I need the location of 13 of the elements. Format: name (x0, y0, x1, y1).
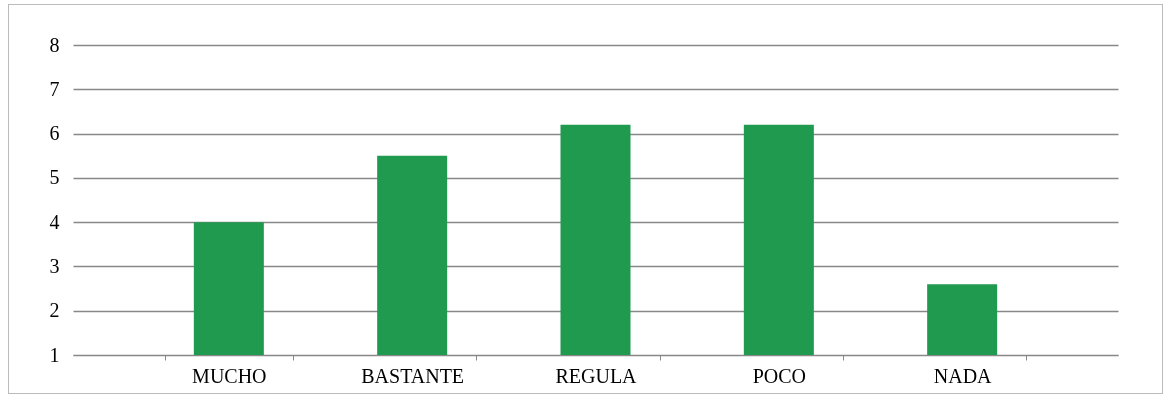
y-tick-label: 6 (49, 122, 60, 145)
x-tick-label: NADA (933, 364, 993, 387)
y-tick-label: 2 (49, 299, 60, 322)
y-tick-label: 3 (49, 254, 60, 277)
x-tick-label: MUCHO (192, 364, 267, 387)
x-tick-label: REGULA (555, 364, 638, 387)
y-tick-label: 8 (49, 33, 60, 56)
x-tick-label: POCO (752, 364, 807, 387)
y-tick-label: 7 (49, 77, 60, 100)
y-tick-label: 1 (49, 343, 60, 366)
y-tick-label: 5 (49, 166, 60, 189)
y-tick-label: 4 (49, 210, 60, 233)
x-tick-label: BASTANTE (361, 364, 465, 387)
